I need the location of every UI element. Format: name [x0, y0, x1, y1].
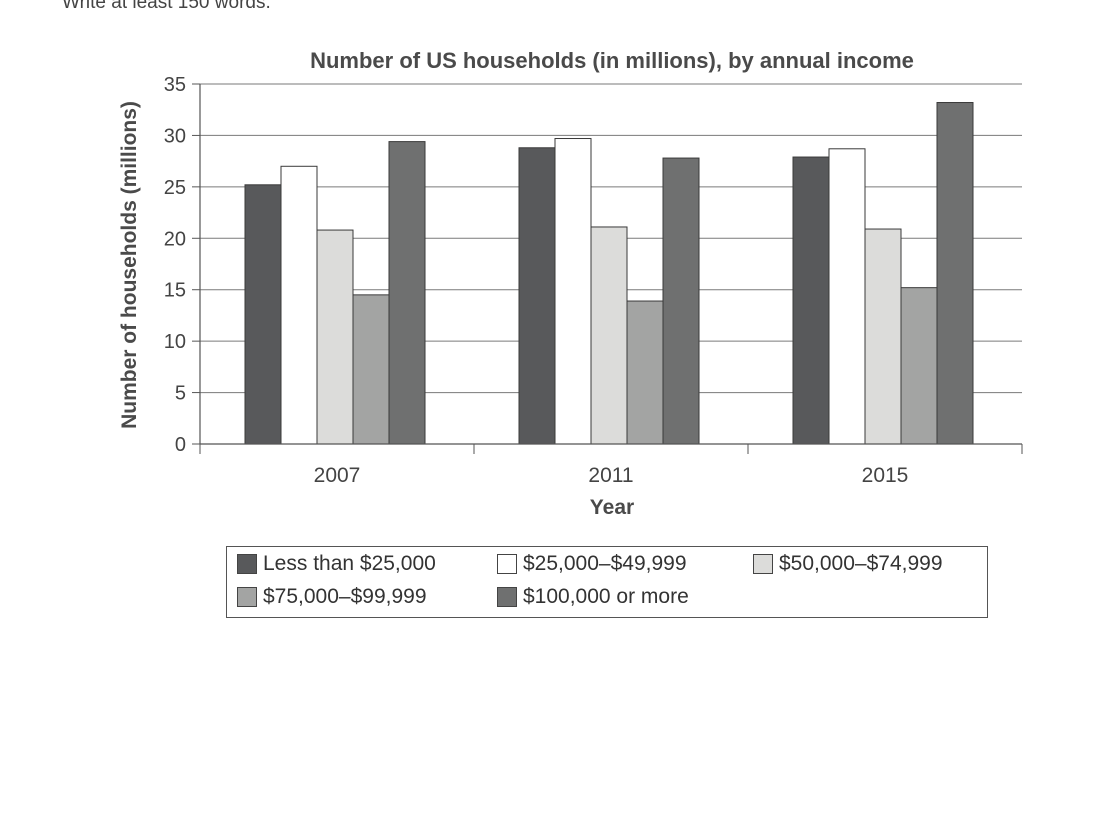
bar-chart: Number of US households (in millions), b… [118, 48, 1023, 519]
bar [590, 226, 628, 445]
bar [936, 102, 974, 445]
legend: Less than $25,000 $25,000–$49,999 $50,00… [226, 546, 988, 618]
legend-label: $75,000–$99,999 [263, 585, 427, 608]
legend-label: $50,000–$74,999 [779, 552, 943, 575]
y-tick-label: 5 [175, 383, 186, 405]
bar [828, 148, 866, 445]
legend-swatch [497, 587, 517, 607]
x-tick-label: 2007 [314, 464, 361, 487]
y-axis-label: Number of households (millions) [118, 101, 141, 429]
legend-item-100000-or-more: $100,000 or more [497, 585, 689, 609]
legend-swatch [237, 587, 257, 607]
legend-item-75000-99999: $75,000–$99,999 [237, 585, 427, 609]
bars [244, 102, 974, 445]
x-axis-label: Year [590, 496, 634, 519]
y-tick-label: 15 [164, 280, 186, 302]
legend-item-less-than-25000: Less than $25,000 [237, 552, 436, 576]
axes: 0 5 10 15 20 25 30 35 2007 2011 2015 [164, 74, 1023, 487]
y-tick-label: 35 [164, 74, 186, 96]
bar [316, 229, 354, 445]
bar [518, 147, 556, 445]
legend-swatch [753, 554, 773, 574]
bar [626, 300, 664, 445]
legend-label: Less than $25,000 [263, 552, 436, 575]
instruction-note: Write at least 150 words. [62, 0, 271, 13]
bar [864, 228, 902, 445]
x-tick-label: 2011 [588, 464, 633, 487]
y-tick-label: 10 [164, 331, 186, 353]
legend-label: $100,000 or more [523, 585, 689, 608]
legend-label: $25,000–$49,999 [523, 552, 687, 575]
bar [388, 141, 426, 445]
x-tick-label: 2015 [862, 464, 909, 487]
y-tick-label: 0 [175, 434, 186, 456]
legend-swatch [497, 554, 517, 574]
bar [244, 184, 282, 445]
bar [792, 156, 830, 445]
bar [900, 287, 938, 445]
bar [352, 294, 390, 445]
bar [662, 157, 700, 445]
legend-item-50000-74999: $50,000–$74,999 [753, 552, 943, 576]
bar [554, 138, 592, 445]
legend-item-25000-49999: $25,000–$49,999 [497, 552, 687, 576]
bar [280, 165, 318, 445]
legend-swatch [237, 554, 257, 574]
y-tick-label: 25 [164, 177, 186, 199]
chart-title: Number of US households (in millions), b… [310, 48, 914, 73]
y-tick-label: 20 [164, 228, 186, 250]
y-tick-label: 30 [164, 125, 186, 147]
